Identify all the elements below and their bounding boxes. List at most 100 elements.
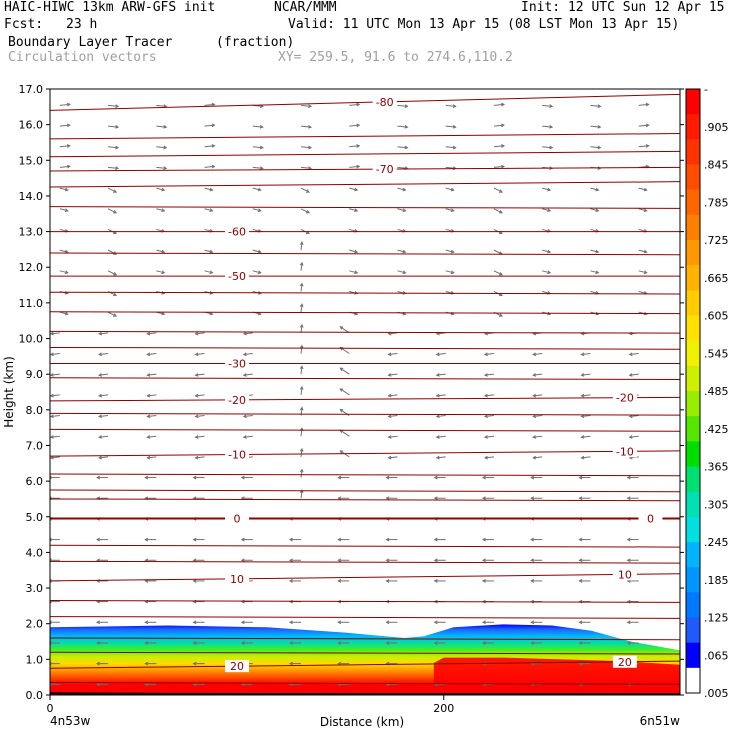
colorbar-label: .605	[704, 310, 729, 323]
wind-vector	[300, 208, 310, 214]
wind-vector	[204, 208, 214, 212]
wind-vector	[481, 537, 494, 542]
wind-vector	[532, 455, 543, 460]
isotherm-label: -20	[616, 392, 634, 405]
wind-vector	[578, 475, 591, 480]
wind-vector	[435, 435, 446, 439]
wind-vector	[397, 145, 409, 150]
wind-vector	[445, 208, 455, 212]
isotherm-label: 10	[618, 568, 632, 581]
wind-vector	[50, 393, 60, 398]
wind-vector	[107, 187, 118, 193]
wind-vector	[50, 331, 60, 336]
wind-vector	[387, 435, 398, 439]
wind-vector	[156, 124, 168, 129]
wind-vector	[252, 208, 262, 212]
wind-vector	[96, 475, 109, 480]
wind-vector	[300, 104, 313, 109]
wind-vector	[156, 145, 168, 150]
field-name: Boundary Layer Tracer	[8, 35, 173, 50]
wind-vector	[96, 661, 109, 666]
isotherm-line	[50, 291, 680, 295]
wind-vector	[483, 352, 495, 357]
wind-vector	[638, 208, 648, 212]
wind-vector	[300, 187, 310, 193]
wind-vector	[628, 352, 639, 357]
wind-vector	[532, 373, 543, 377]
wind-vector	[98, 435, 109, 439]
org-label: NCAR/MMM	[274, 0, 337, 15]
wind-vector	[108, 145, 120, 150]
terrain-line	[50, 692, 680, 695]
isotherm-line	[50, 651, 680, 655]
wind-vector	[194, 393, 205, 398]
isotherm-line	[50, 498, 680, 502]
wind-vector	[578, 537, 591, 542]
wind-vector	[192, 641, 205, 645]
wind-vector	[435, 352, 446, 357]
wind-vector	[50, 641, 60, 645]
wind-vector	[252, 145, 264, 150]
wind-vector	[108, 104, 120, 109]
wind-vector	[481, 579, 494, 583]
wind-vector	[107, 311, 118, 317]
wind-vector	[590, 104, 602, 109]
x-tick-label: 0	[47, 702, 54, 715]
wind-vector	[578, 641, 591, 645]
colorbar-swatch	[686, 491, 700, 518]
wind-vector	[626, 558, 639, 563]
wind-vector	[288, 661, 302, 666]
wind-vector	[397, 187, 407, 192]
wind-vector	[50, 435, 60, 439]
wind-vector	[578, 496, 591, 501]
isotherm-line	[50, 450, 680, 457]
wind-vector	[59, 311, 69, 316]
wind-vector	[435, 373, 446, 377]
colorbar-swatch	[686, 642, 700, 669]
isotherm-line	[50, 346, 680, 350]
wind-vector	[146, 455, 157, 460]
wind-vector	[252, 249, 262, 254]
y-tick-label: 16.0	[19, 119, 44, 132]
isotherm-label: -30	[228, 357, 246, 370]
wind-vector	[194, 455, 205, 460]
colorbar-swatch	[686, 240, 700, 266]
wind-vector	[481, 496, 494, 501]
wind-vector	[194, 352, 205, 357]
wind-vector	[299, 468, 304, 478]
wind-vector	[146, 331, 157, 336]
wind-vector	[107, 208, 118, 214]
colorbar-label: .305	[704, 498, 729, 511]
wind-vector	[240, 475, 253, 480]
colorbar-label: .245	[704, 536, 729, 549]
colorbar-label: .725	[704, 234, 729, 247]
wind-vector	[590, 145, 602, 150]
wind-vector	[144, 475, 157, 480]
colorbar-label: .065	[704, 649, 729, 662]
wind-vector	[299, 365, 304, 375]
wind-vector	[532, 352, 543, 357]
wind-vector	[387, 393, 398, 398]
wind-vector	[349, 249, 359, 254]
wind-vector	[578, 620, 591, 625]
isotherm-line	[50, 573, 680, 582]
isotherm-label: 0	[647, 513, 654, 526]
wind-vector	[532, 435, 543, 439]
wind-vector	[144, 620, 157, 625]
wind-vector	[580, 393, 591, 398]
y-tick-label: 8.0	[26, 404, 44, 417]
wind-vector	[580, 455, 591, 460]
wind-vector	[204, 144, 216, 148]
wind-vector	[349, 208, 359, 212]
wind-vector	[146, 352, 157, 357]
isotherm-line	[50, 637, 680, 641]
wind-vector	[481, 475, 494, 480]
wind-vector	[300, 124, 313, 129]
wind-vector	[481, 620, 494, 625]
wind-vector	[204, 249, 214, 254]
wind-vector	[299, 385, 304, 395]
wind-vector	[299, 282, 304, 292]
wind-vector	[590, 249, 600, 254]
wind-vector	[542, 249, 552, 254]
